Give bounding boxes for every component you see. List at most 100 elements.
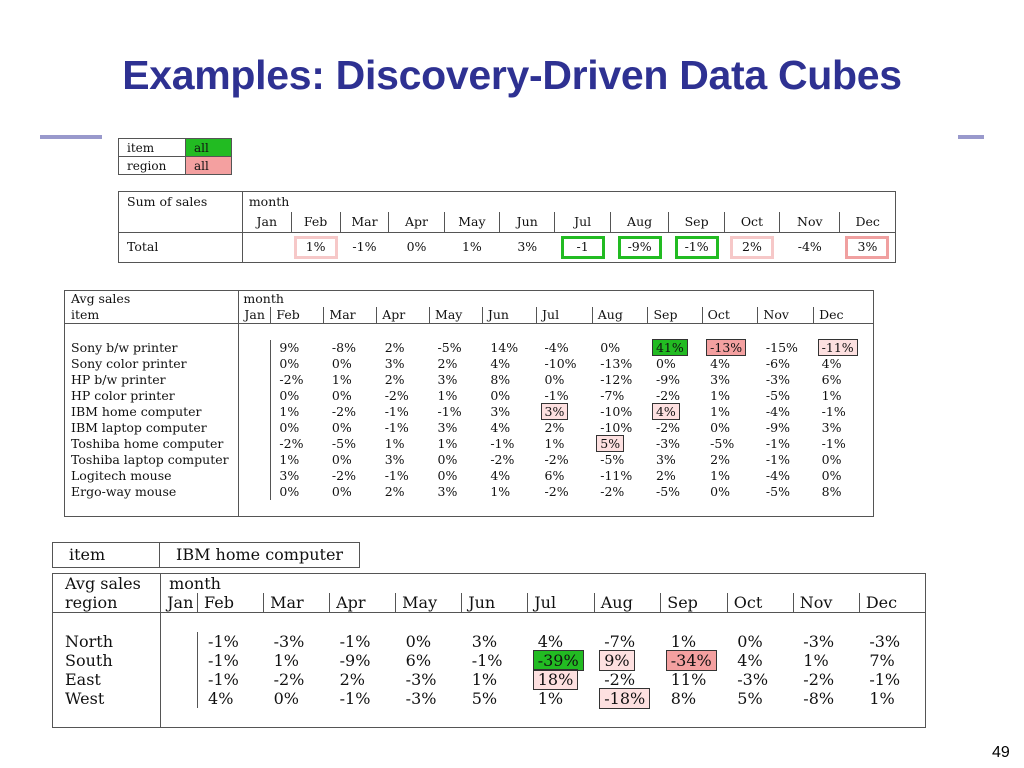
table-cell: 0% xyxy=(270,420,324,436)
table-cell: 8% xyxy=(482,372,536,388)
table-cell: -1% xyxy=(377,404,430,420)
table-cell: -1% xyxy=(197,632,264,651)
table-cell xyxy=(238,404,271,420)
table-cell: -1% xyxy=(462,651,528,670)
table-cell: 0% xyxy=(727,632,793,651)
title-divider-left xyxy=(40,135,102,139)
month-header: Jul xyxy=(554,212,611,233)
cell-value: -10% xyxy=(600,403,633,419)
table-cell xyxy=(238,340,271,356)
cell-value: -3% xyxy=(765,371,790,387)
table-row: Total 1% -1% 0% 1% 3% -1 -9% -1% 2% -4% 3% xyxy=(118,232,896,263)
month-header: Feb xyxy=(290,212,341,233)
table-cell: 4% xyxy=(528,632,595,651)
table-cell: -2% xyxy=(537,452,593,468)
table-cell: -2% xyxy=(592,484,648,500)
cell-value: 1% xyxy=(437,435,458,451)
row-label: East xyxy=(52,670,162,689)
row-label: Ergo-way mouse xyxy=(64,484,240,500)
cell-value: 1% xyxy=(437,387,458,403)
table-cell: -12% xyxy=(592,372,648,388)
table-cell: 1% xyxy=(528,689,595,708)
table-cell: -4% xyxy=(537,340,593,356)
cell-value: 1% xyxy=(293,236,338,259)
page-number: 49 xyxy=(992,744,1010,761)
month-header: Mar xyxy=(263,593,330,613)
cell-value: -3% xyxy=(655,435,681,451)
table-cell: 3% xyxy=(377,356,430,372)
table-cell: 0% xyxy=(396,632,462,651)
table-cell: -2% xyxy=(482,452,536,468)
table-cell: 2% xyxy=(537,420,593,436)
table-row: South -1% 1% -9% 6% -1% -39% 9% -34% 4% 1% 7% xyxy=(52,649,926,671)
cell-value xyxy=(244,452,250,467)
table-cell: 0% xyxy=(648,356,702,372)
cell-value: -1% xyxy=(869,669,901,689)
cell-value xyxy=(244,436,250,451)
cell-value: 0% xyxy=(544,371,565,387)
cell-value: 4% xyxy=(490,419,511,435)
cell-value: 4% xyxy=(710,355,731,371)
cell-value: -9% xyxy=(339,650,371,670)
table-cell: 4% xyxy=(482,356,536,372)
table-cell: 3% xyxy=(270,468,324,484)
table-cell: -39% xyxy=(528,649,595,671)
cell-value: 8% xyxy=(490,371,511,387)
cell-value: -3% xyxy=(405,669,437,689)
table-cell: -15% xyxy=(758,340,814,356)
cell-value: 0% xyxy=(600,339,621,355)
cell-value: 2% xyxy=(384,339,405,355)
cell-value: 0% xyxy=(279,387,300,403)
table-spacer xyxy=(52,708,926,728)
month-header: Jun xyxy=(481,307,537,324)
table-cell: 2% xyxy=(377,340,430,356)
table-row: HP color printer 0% 0% -2% 1% 0% -1% -7% -2% 1% -5… xyxy=(64,387,874,404)
table-cell: 0% xyxy=(702,420,758,436)
table-cell: 1% xyxy=(793,651,859,670)
month-header: Jun xyxy=(461,593,528,613)
cell-value: 0% xyxy=(737,631,763,651)
filter-row: item all xyxy=(118,138,232,157)
cell-value: -2% xyxy=(490,451,515,467)
cell-value: 2% xyxy=(729,236,774,259)
table-cell: -13% xyxy=(702,338,758,356)
dimension-filter-table: item all region all xyxy=(118,138,232,175)
cell-value: 14% xyxy=(490,339,519,355)
cell-value xyxy=(244,372,250,387)
table-cell: -11% xyxy=(592,468,648,484)
cell-value: 1% xyxy=(544,435,565,451)
table-spacer xyxy=(64,500,874,517)
month-header: Jul xyxy=(527,593,595,613)
table-cell: 3% xyxy=(462,632,528,651)
cell-value: -1% xyxy=(208,650,239,670)
row-label: South xyxy=(52,651,162,670)
table-cell: -3% xyxy=(758,372,814,388)
month-header: Oct xyxy=(726,593,794,613)
cell-value: -5% xyxy=(655,483,681,499)
cell-value: 0% xyxy=(279,355,300,371)
cell-value: -4% xyxy=(544,339,569,355)
cell-value xyxy=(244,356,250,371)
filter-value: all xyxy=(185,138,232,157)
table-cell: 3% xyxy=(814,420,874,436)
cell-value: 0% xyxy=(273,688,299,708)
title-divider-right xyxy=(958,135,984,139)
cell-value: -3% xyxy=(803,631,835,651)
table-cell: -1% xyxy=(482,436,536,452)
table-cell: -2% xyxy=(793,670,859,689)
month-header-row: region Jan Feb Mar Apr May Jun Jul Aug Sep Oct Nov… xyxy=(52,593,926,613)
table-cell: -5% xyxy=(648,484,702,500)
table-cell: -1% xyxy=(330,689,396,708)
table-cell: 0% xyxy=(270,355,324,372)
table-cell: -4% xyxy=(758,468,814,484)
table-cell xyxy=(238,372,271,388)
cell-value: 9% xyxy=(279,339,300,355)
table-cell: 0% xyxy=(430,468,483,484)
cell-value: -2% xyxy=(273,669,305,689)
table-cell: -1% xyxy=(340,233,389,263)
cell-value: 6% xyxy=(544,467,565,483)
table-cell: 1% xyxy=(859,689,925,708)
table-cell: 0% xyxy=(270,484,324,500)
table-cell: -2% xyxy=(270,436,324,452)
cell-value: -1% xyxy=(208,669,239,689)
